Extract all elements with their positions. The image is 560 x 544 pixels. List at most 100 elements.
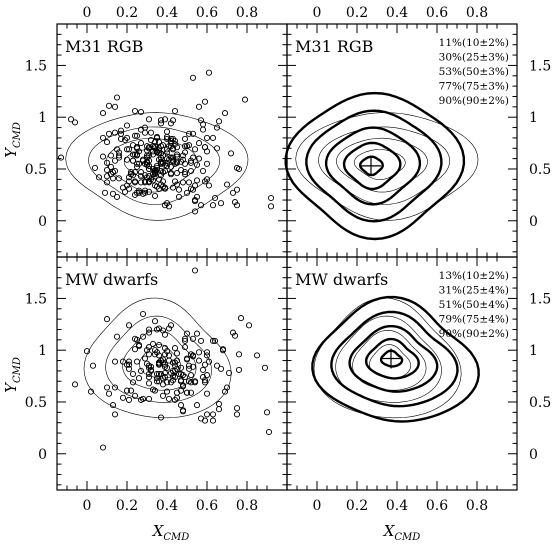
data-point (171, 396, 179, 403)
data-point (129, 151, 137, 158)
data-point (131, 346, 139, 353)
data-point (253, 352, 261, 359)
data-point (99, 153, 107, 160)
data-point (125, 178, 133, 185)
data-point (171, 359, 179, 366)
panel-4: 0 0.5 1 1.5 0 0.2 0.4 0.6 0.8 MW dwarfs 13%(10±2%)… (286, 256, 551, 514)
data-contour (335, 315, 442, 403)
data-point (187, 167, 195, 175)
data-point (237, 315, 245, 322)
data-point (209, 417, 217, 424)
data-point (215, 406, 223, 413)
data-point (107, 171, 115, 178)
data-point (177, 364, 185, 371)
data-point (71, 119, 79, 126)
data-point (191, 182, 199, 189)
data-point (155, 378, 163, 385)
data-point (203, 160, 211, 167)
data-point (133, 163, 141, 170)
data-point (161, 345, 169, 352)
data-point (189, 154, 197, 161)
data-point (191, 208, 199, 215)
data-point (163, 388, 171, 395)
data-point (183, 389, 191, 396)
data-point (105, 102, 113, 109)
data-point (201, 98, 209, 105)
data-point (181, 143, 189, 150)
data-point (99, 110, 107, 117)
y-tick-label: 0 (38, 447, 47, 463)
data-point (229, 329, 237, 336)
data-point (183, 189, 191, 196)
data-point (179, 383, 187, 390)
panels: 0 0.5 1 1.5 0 0.2 0.4 0.6 0.8 M31 RGB 0 0.5 1 1.5 0 0.2… (25, 5, 552, 514)
data-point (169, 184, 177, 191)
data-point (153, 378, 161, 385)
x-tick-label-bottom: 0.6 (196, 498, 218, 514)
data-point (193, 330, 201, 337)
data-point (185, 362, 193, 369)
svg-text:YCMD: YCMD (2, 357, 23, 393)
data-point (159, 392, 167, 399)
data-point (119, 394, 127, 401)
data-point (133, 160, 141, 167)
panel-2: 0 0.5 1 1.5 0 0.2 0.4 0.6 0.8 M31 RGB 11%(10±2%) 30… (284, 5, 551, 258)
ticks (287, 257, 517, 490)
panel-3: 0 0.5 1 1.5 0 0.2 0.4 0.6 0.8 MW dwarfs (25, 256, 288, 514)
data-point (145, 380, 153, 387)
y-tick-label: 0 (529, 447, 538, 463)
panel-title: MW dwarfs (65, 270, 158, 289)
data-point (181, 171, 189, 178)
model-contour (284, 91, 466, 241)
x-tick-label-top: 0.4 (156, 5, 178, 21)
data-point (125, 146, 133, 153)
ticks (287, 24, 517, 257)
x-tick-label-top: 0.8 (466, 5, 488, 21)
data-point (103, 159, 111, 166)
y-tick-label: 0.5 (25, 162, 47, 178)
data-point (175, 370, 183, 378)
data-point (203, 148, 211, 155)
data-point (111, 129, 119, 136)
data-point (211, 194, 219, 202)
data-point (135, 187, 143, 194)
outer-labels: YCMD YCMD XCMD XCMD (2, 122, 420, 543)
data-point (163, 133, 171, 140)
data-point (137, 367, 145, 374)
data-point (155, 156, 163, 163)
data-point (161, 361, 169, 368)
data-point (143, 158, 151, 165)
data-point (137, 179, 145, 186)
data-point (173, 350, 181, 357)
data-point (145, 179, 153, 186)
data-contour (88, 126, 221, 205)
x-tick-label-bottom: 0.4 (156, 498, 178, 514)
data-point (123, 122, 131, 129)
data-point (149, 386, 157, 393)
data-point (145, 395, 153, 402)
data-point (179, 152, 187, 159)
data-point (211, 337, 219, 344)
data-point (151, 182, 159, 189)
data-point (137, 108, 145, 116)
data-point (171, 362, 179, 369)
data-point (229, 189, 237, 196)
data-point (199, 366, 207, 373)
data-point (127, 387, 135, 394)
legend-entry: 11%(10±2%) (439, 37, 509, 49)
data-point (107, 152, 115, 159)
data-point (179, 179, 187, 186)
data-point (181, 344, 189, 351)
data-contour (318, 126, 451, 205)
data-point (201, 379, 209, 386)
model-contours (311, 295, 480, 423)
data-point (157, 158, 165, 165)
model-contour (330, 310, 459, 408)
data-point (165, 325, 173, 332)
data-point (193, 402, 201, 409)
data-point (231, 199, 239, 206)
data-point (99, 444, 107, 451)
data-point (141, 124, 149, 131)
data-point (131, 392, 139, 399)
thin-contours (313, 297, 462, 419)
